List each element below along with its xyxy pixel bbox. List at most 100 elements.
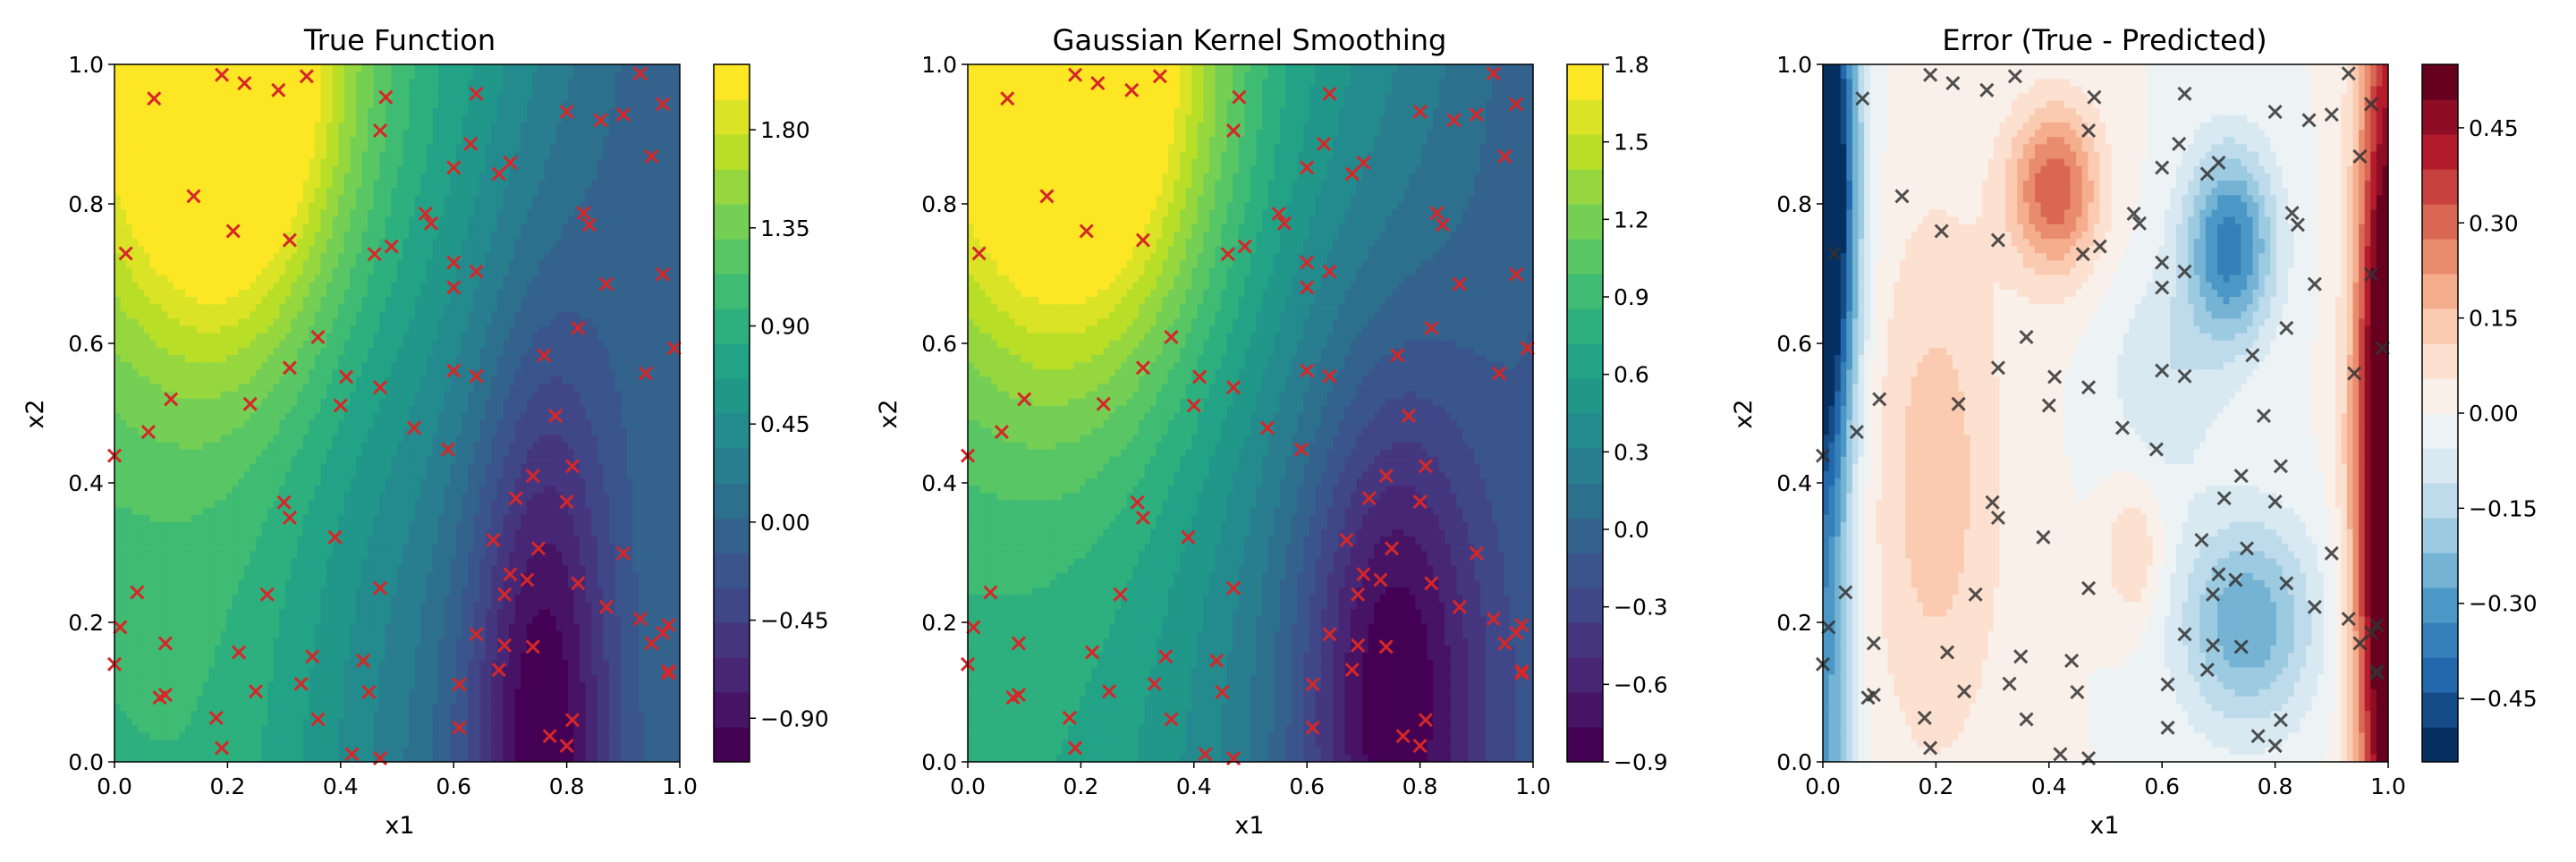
- contour-cell: [373, 420, 380, 428]
- contour-cell: [532, 282, 539, 291]
- contour-cell: [149, 311, 157, 319]
- contour-cell: [131, 188, 139, 196]
- contour-cell: [114, 398, 122, 407]
- contour-cell: [214, 64, 222, 72]
- contour-cell: [509, 86, 516, 95]
- contour-cell: [208, 405, 216, 414]
- contour-cell: [496, 304, 504, 312]
- contour-cell: [220, 253, 227, 261]
- contour-cell: [597, 333, 605, 342]
- contour-cell: [114, 209, 122, 218]
- contour-cell: [131, 79, 139, 87]
- contour-cell: [538, 398, 546, 407]
- contour-cell: [402, 318, 410, 327]
- contour-cell: [468, 340, 475, 349]
- contour-cell: [309, 318, 316, 327]
- contour-cell: [297, 151, 304, 160]
- contour-cell: [662, 64, 669, 72]
- contour-cell: [597, 151, 605, 160]
- contour-cell: [473, 79, 480, 87]
- contour-cell: [638, 340, 646, 349]
- contour-cell: [232, 304, 239, 312]
- contour-cell: [591, 64, 598, 72]
- contour-cell: [167, 151, 174, 160]
- contour-cell: [173, 64, 181, 72]
- contour-cell: [197, 318, 204, 327]
- contour-cell: [185, 318, 192, 327]
- contour-cell: [662, 202, 669, 211]
- contour-cell: [426, 107, 434, 116]
- contour-cell: [226, 355, 233, 363]
- contour-cell: [585, 376, 592, 385]
- contour-cell: [580, 297, 587, 305]
- contour-cell: [462, 398, 469, 407]
- contour-cell: [309, 93, 316, 102]
- contour-cell: [662, 130, 669, 138]
- contour-cell: [302, 391, 309, 400]
- contour-cell: [332, 144, 339, 153]
- contour-cell: [462, 304, 469, 312]
- contour-cell: [267, 123, 275, 131]
- contour-cell: [614, 246, 622, 254]
- contour-cell: [609, 282, 616, 291]
- contour-cell: [626, 165, 633, 174]
- contour-cell: [156, 216, 163, 225]
- contour-cell: [138, 93, 145, 102]
- contour-cell: [256, 282, 263, 291]
- contour-cell: [320, 173, 327, 182]
- contour-cell: [444, 188, 451, 196]
- contour-cell: [473, 224, 480, 232]
- contour-cell: [291, 391, 298, 400]
- contour-cell: [143, 362, 151, 370]
- contour-cell: [532, 275, 539, 283]
- contour-cell: [426, 253, 434, 261]
- contour-cell: [632, 130, 640, 138]
- contour-cell: [409, 325, 416, 334]
- contour-cell: [243, 195, 251, 203]
- contour-cell: [450, 209, 457, 218]
- contour-cell: [179, 188, 186, 196]
- contour-cell: [432, 195, 439, 203]
- contour-cell: [526, 253, 534, 261]
- contour-cell: [391, 318, 398, 327]
- contour-cell: [521, 173, 528, 182]
- contour-cell: [338, 420, 345, 428]
- contour-cell: [267, 158, 275, 167]
- contour-cell: [214, 297, 222, 305]
- contour-cell: [238, 304, 245, 312]
- contour-cell: [420, 282, 428, 291]
- contour-cell: [621, 114, 628, 123]
- contour-cell: [256, 340, 263, 349]
- contour-cell: [238, 216, 245, 225]
- contour-cell: [526, 362, 534, 370]
- contour-cell: [343, 391, 351, 400]
- contour-cell: [273, 267, 280, 276]
- contour-cell: [343, 165, 351, 174]
- contour-cell: [438, 144, 445, 153]
- contour-cell: [409, 224, 416, 232]
- contour-cell: [438, 311, 445, 319]
- contour-cell: [438, 195, 445, 203]
- contour-cell: [521, 158, 528, 167]
- contour-cell: [208, 165, 216, 174]
- contour-cell: [585, 165, 592, 174]
- contour-cell: [479, 165, 487, 174]
- contour-cell: [609, 231, 616, 240]
- contour-cell: [562, 188, 569, 196]
- contour-cell: [350, 376, 357, 385]
- contour-cell: [355, 195, 363, 203]
- contour-cell: [126, 158, 133, 167]
- contour-cell: [167, 72, 174, 80]
- contour-cell: [355, 413, 363, 421]
- contour-cell: [291, 86, 298, 95]
- contour-cell: [674, 384, 680, 393]
- contour-cell: [444, 93, 451, 102]
- contour-cell: [455, 231, 463, 240]
- contour-cell: [114, 107, 122, 116]
- contour-cell: [202, 340, 209, 349]
- contour-cell: [585, 420, 592, 428]
- contour-cell: [667, 398, 675, 407]
- contour-cell: [496, 398, 504, 407]
- contour-cell: [473, 173, 480, 182]
- contour-cell: [473, 289, 480, 298]
